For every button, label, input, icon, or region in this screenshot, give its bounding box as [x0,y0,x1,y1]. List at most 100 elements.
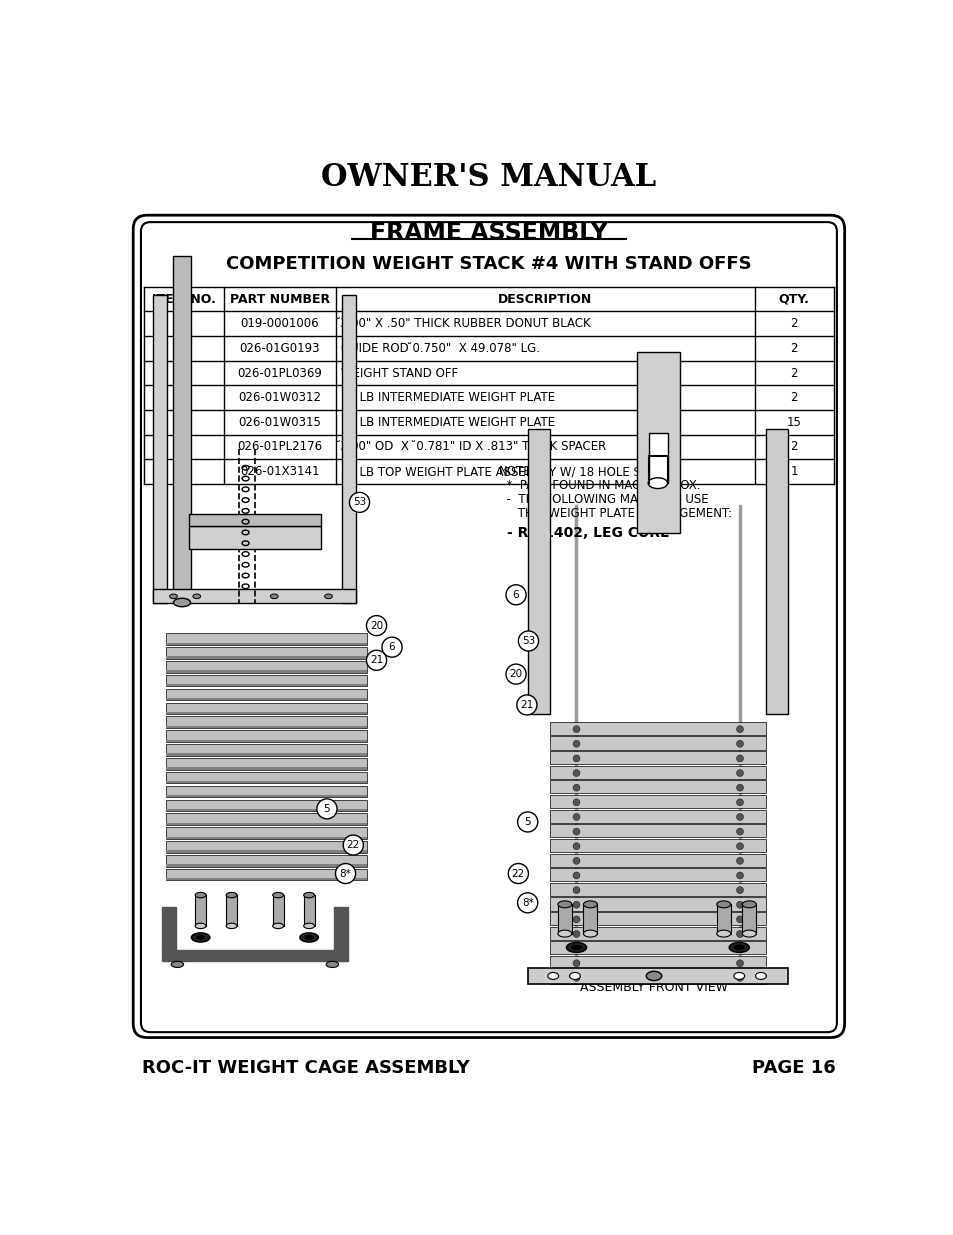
Bar [550,751,765,764]
Ellipse shape [173,598,191,606]
Bar [189,526,320,548]
Ellipse shape [736,872,742,879]
Ellipse shape [741,930,756,937]
Ellipse shape [195,935,205,940]
Bar [166,767,367,769]
Text: 5: 5 [323,804,330,814]
Text: 026-01PL0369: 026-01PL0369 [237,367,322,379]
Ellipse shape [736,902,742,908]
Bar [528,968,787,983]
Bar [550,926,765,940]
Ellipse shape [736,945,742,952]
Text: 1: 1 [790,466,798,478]
Circle shape [335,863,355,883]
Ellipse shape [573,784,579,792]
Bar [528,430,550,714]
Ellipse shape [583,900,597,908]
Ellipse shape [273,893,283,898]
Circle shape [343,835,363,855]
Bar [550,971,765,983]
Text: 21: 21 [519,700,533,710]
Ellipse shape [736,814,742,820]
Bar [166,656,367,658]
Ellipse shape [736,887,742,894]
Ellipse shape [303,924,314,929]
Ellipse shape [755,972,765,979]
Bar [166,689,367,700]
Bar [166,711,367,714]
Ellipse shape [736,799,742,805]
Bar [741,904,756,934]
Bar [166,836,367,839]
Ellipse shape [583,930,597,937]
Ellipse shape [736,740,742,747]
Ellipse shape [324,594,332,599]
Bar [162,950,348,961]
Bar [716,904,730,934]
Text: 6: 6 [179,342,187,354]
Text: NOTE:: NOTE: [498,466,535,478]
Bar [550,941,765,955]
Text: PAGE 16: PAGE 16 [751,1060,835,1077]
Text: 026-01G0193: 026-01G0193 [239,342,319,354]
Bar [195,895,206,926]
Ellipse shape [573,902,579,908]
Ellipse shape [270,594,278,599]
Ellipse shape [573,814,579,820]
Text: 8*: 8* [339,868,351,878]
Circle shape [508,863,528,883]
FancyBboxPatch shape [133,215,843,1037]
Ellipse shape [733,945,744,950]
Ellipse shape [566,942,586,952]
Bar [166,726,367,727]
Bar [550,853,765,867]
Ellipse shape [728,942,748,952]
Bar [583,904,597,934]
Ellipse shape [736,726,742,732]
Bar [166,827,367,839]
Bar [273,895,283,926]
Bar [166,772,367,783]
Bar [173,256,191,603]
Ellipse shape [192,932,210,942]
Bar [550,795,765,808]
Bar [550,721,765,735]
Ellipse shape [733,972,744,979]
Bar [166,661,367,673]
Text: 53: 53 [353,498,366,508]
Bar [166,740,367,742]
Text: 15: 15 [786,416,801,429]
Ellipse shape [573,842,579,850]
Ellipse shape [645,972,661,981]
FancyBboxPatch shape [141,222,836,1032]
Text: 20 LB INTERMEDIATE WEIGHT PLATE: 20 LB INTERMEDIATE WEIGHT PLATE [340,416,555,429]
Bar [166,716,367,727]
Ellipse shape [304,935,314,940]
Bar [550,956,765,969]
Circle shape [505,585,525,605]
Ellipse shape [171,961,183,967]
Circle shape [366,615,386,636]
Ellipse shape [573,740,579,747]
Ellipse shape [193,594,200,599]
Bar [226,895,236,926]
Text: THIS WEIGHT PLATE ARRANGEMENT:: THIS WEIGHT PLATE ARRANGEMENT: [498,506,731,520]
Text: 026-01W0315: 026-01W0315 [238,416,321,429]
Bar [166,855,367,867]
Ellipse shape [299,932,318,942]
Ellipse shape [648,972,659,979]
Text: ITEM NO.: ITEM NO. [152,293,215,305]
Ellipse shape [170,594,177,599]
Bar [166,809,367,811]
Text: ̆3.00" OD  X  ̆0.781" ID X .813" THICK SPACER: ̆3.00" OD X ̆0.781" ID X .813" THICK SPA… [340,441,606,453]
Bar [166,671,367,673]
Text: 22: 22 [176,441,191,453]
Text: 2: 2 [790,317,798,330]
Text: 026-01X3141: 026-01X3141 [239,466,319,478]
Ellipse shape [573,755,579,762]
Ellipse shape [716,900,730,908]
Circle shape [349,493,369,513]
Text: ROC-IT WEIGHT CAGE ASSEMBLY: ROC-IT WEIGHT CAGE ASSEMBLY [142,1060,470,1077]
Bar [550,868,765,882]
Ellipse shape [558,900,571,908]
